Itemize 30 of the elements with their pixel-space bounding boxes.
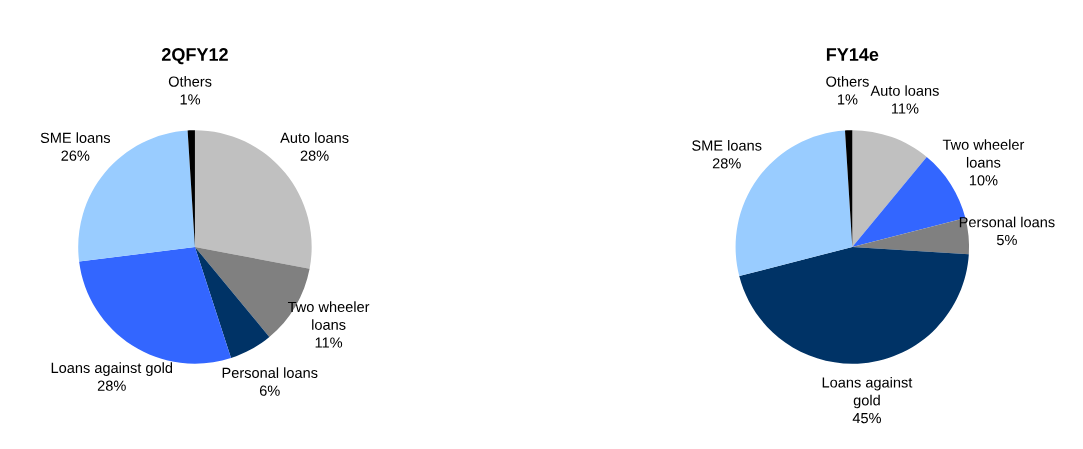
slice-label: Personal loans: [959, 216, 1055, 228]
data-label: 45%: [852, 413, 882, 424]
slice-label: Auto loans: [870, 85, 939, 96]
chart-title: FY14e: [826, 48, 879, 61]
data-label: 5%: [996, 234, 1017, 246]
data-label: 1%: [838, 94, 858, 105]
pie-slice: [194, 246, 270, 358]
data-label: 28%: [97, 380, 126, 391]
data-label: 28%: [712, 158, 741, 169]
slice-label: Others: [826, 76, 869, 87]
slice-label: Personal loans: [222, 367, 318, 379]
slice-label: Two wheeler loans: [287, 301, 370, 330]
data-label: 11%: [315, 337, 343, 348]
data-label: 11%: [891, 103, 919, 114]
pie-slice: [852, 130, 927, 247]
slice-label: SME loans: [692, 139, 762, 151]
slice-label: Auto loans: [280, 132, 349, 143]
pie-slice: [79, 246, 232, 364]
slice-label: SME loans: [40, 132, 111, 143]
data-label: 10%: [969, 175, 998, 186]
slice-label: Loans against gold: [51, 362, 173, 376]
chart-title: 2QFY12: [161, 48, 228, 65]
data-label: 28%: [300, 150, 329, 161]
slice-label: Two wheeler loans: [942, 139, 1025, 168]
pie-slice: [739, 246, 969, 364]
data-label: 1%: [180, 94, 201, 105]
data-label: 26%: [61, 150, 90, 161]
slice-label: Others: [168, 76, 212, 87]
data-label: 6%: [259, 385, 280, 396]
slice-label: Loans against gold: [822, 376, 913, 409]
